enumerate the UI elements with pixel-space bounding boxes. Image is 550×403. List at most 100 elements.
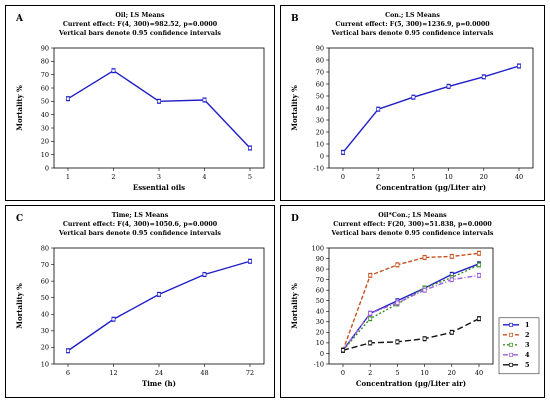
- legend-label: 3: [525, 341, 530, 349]
- y-tick-label: 30: [316, 116, 324, 124]
- x-tick-label: 5: [411, 173, 415, 181]
- y-tick-label: 40: [41, 111, 49, 119]
- x-tick-label: 4: [202, 173, 206, 181]
- y-tick-label: 60: [41, 277, 49, 285]
- plot-frame: [328, 47, 534, 169]
- chart-panel-b: B Con.; LS Means Current effect: F(5, 30…: [280, 5, 545, 201]
- y-tick-label: 60: [316, 286, 324, 294]
- x-tick-label: 2: [368, 369, 372, 377]
- y-tick-label: 90: [41, 44, 49, 52]
- x-tick-label: 0: [341, 369, 345, 377]
- x-tick-label: 40: [475, 369, 483, 377]
- data-point: [449, 277, 454, 282]
- data-point: [449, 330, 454, 335]
- x-tick-label: 0: [341, 173, 345, 181]
- line-chart-c: 10 20 30 40 50 60 70 80 6 12 24 48 72 Time (h) Mortali…: [15, 244, 265, 388]
- y-tick-label: 70: [316, 68, 324, 76]
- y-axis-label: Mortality %: [290, 283, 299, 329]
- chart-title: Oil; LS Means: [115, 12, 165, 19]
- y-axis-label: Mortality %: [290, 85, 299, 131]
- chart-subtitle: Current effect: F(4, 300)=982.52, p=0.00…: [62, 21, 218, 28]
- y-axis-label: Mortality %: [15, 283, 24, 329]
- data-point: [368, 316, 373, 321]
- x-axis-label: Essential oils: [133, 183, 185, 192]
- data-point: [422, 288, 427, 293]
- data-point: [477, 316, 481, 321]
- legend-label: 2: [525, 331, 530, 339]
- data-point: [395, 300, 400, 305]
- x-tick-label: 3: [157, 173, 161, 181]
- y-tick-label: 0: [320, 350, 324, 358]
- chart-note: Vertical bars denote 0.95 confidence int…: [59, 230, 221, 237]
- plot-frame: [328, 247, 494, 365]
- data-point: [157, 292, 161, 297]
- legend-marker: [509, 332, 513, 337]
- data-point: [157, 99, 161, 104]
- data-point: [111, 68, 116, 73]
- y-tick-label: 10: [316, 339, 324, 347]
- series-line: [342, 318, 480, 351]
- series-line: [342, 274, 480, 351]
- x-tick-label: 2: [376, 173, 380, 181]
- y-tick-label: -10: [314, 164, 324, 172]
- x-tick-label: 72: [246, 369, 254, 377]
- series-line: [342, 65, 520, 153]
- panel-label: A: [16, 14, 23, 24]
- data-point: [202, 98, 207, 102]
- y-tick-label: 50: [41, 294, 49, 302]
- data-point: [422, 336, 427, 341]
- x-tick-label: 5: [395, 369, 399, 377]
- panel-label: B: [291, 14, 299, 24]
- legend-marker: [509, 322, 513, 327]
- chart-note: Vertical bars denote 0.95 confidence int…: [59, 30, 221, 37]
- y-tick-label: 10: [41, 151, 49, 159]
- data-point: [517, 64, 521, 68]
- data-point: [341, 348, 345, 353]
- data-point: [341, 150, 345, 155]
- data-point: [477, 262, 481, 267]
- y-tick-label: 90: [316, 44, 324, 52]
- chart-title: Oil*Con.; LS Means: [378, 212, 447, 219]
- data-point: [411, 95, 416, 100]
- y-tick-label: 20: [41, 344, 49, 352]
- y-tick-label: 70: [316, 276, 324, 284]
- line-chart-b: -10 0 10 20 30 40 50 60 70 80 90 0 2 5 10 20 40 Concentra…: [290, 44, 534, 192]
- y-tick-label: 10: [41, 360, 49, 368]
- panel-label: D: [291, 214, 299, 224]
- y-tick-label: 70: [41, 261, 49, 269]
- chart-note: Vertical bars denote 0.95 confidence int…: [331, 30, 494, 37]
- y-tick-label: -10: [314, 360, 324, 368]
- y-tick-label: 20: [316, 329, 324, 337]
- chart-panel-a: A Oil; LS Means Current effect: F(4, 300…: [5, 5, 275, 201]
- y-tick-label: 40: [316, 308, 324, 316]
- legend-marker: [509, 362, 513, 367]
- y-tick-label: 0: [45, 164, 49, 172]
- series-line: [342, 252, 480, 351]
- x-tick-label: 5: [248, 173, 252, 181]
- y-tick-label: 0: [320, 152, 324, 160]
- y-tick-label: 50: [316, 297, 324, 305]
- x-tick-label: 20: [448, 369, 456, 377]
- data-point: [202, 272, 207, 277]
- legend-label: 1: [525, 321, 530, 329]
- data-point: [368, 340, 373, 345]
- y-tick-label: 60: [316, 80, 324, 88]
- plot-frame: [53, 247, 265, 365]
- x-tick-label: 48: [200, 369, 208, 377]
- chart-note: Vertical bars denote 0.95 confidence int…: [331, 230, 494, 237]
- chart-subtitle: Current effect: F(4, 300)=1050.6, p=0.00…: [62, 221, 218, 228]
- data-point: [66, 348, 70, 353]
- y-tick-label: 50: [316, 92, 324, 100]
- plot-frame: [53, 47, 265, 169]
- y-tick-label: 100: [312, 244, 324, 252]
- x-tick-label: 1: [66, 173, 70, 181]
- y-tick-label: 90: [316, 255, 324, 263]
- data-point: [111, 317, 116, 322]
- data-point: [248, 146, 252, 150]
- data-point: [422, 255, 427, 260]
- x-tick-label: 6: [66, 369, 70, 377]
- x-tick-label: 2: [111, 173, 115, 181]
- y-tick-label: 20: [316, 128, 324, 136]
- chart-panel-d: D Oil*Con.; LS Means Current effect: F(2…: [280, 205, 545, 398]
- y-tick-label: 80: [316, 56, 324, 64]
